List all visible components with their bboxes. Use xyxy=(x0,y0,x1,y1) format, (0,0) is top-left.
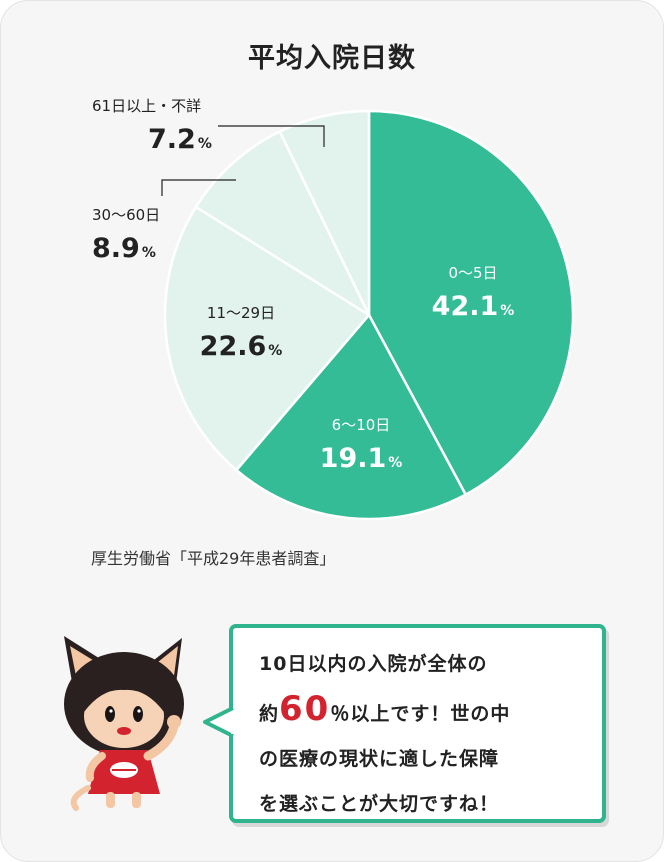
percent-sign: % xyxy=(268,343,283,359)
slice-value: 42.1 xyxy=(431,291,499,322)
face xyxy=(84,684,164,748)
slice-label-11-29: 11～29日 22.6% xyxy=(186,304,296,362)
slice-value: 7.2 xyxy=(148,124,196,155)
bubble-line-1: 10日以内の入院が全体の xyxy=(259,653,488,675)
slice-label-0-5: 0～5日 42.1% xyxy=(418,264,528,322)
slice-value: 22.6 xyxy=(199,331,267,362)
right-eye xyxy=(133,706,143,722)
speech-bubble-tail xyxy=(203,706,235,738)
mouth xyxy=(117,727,131,735)
slice-category: 30～60日 xyxy=(92,206,161,224)
pie-slice-2 xyxy=(163,205,371,472)
bubble-line-2: 約60％以上です！世の中 xyxy=(259,687,589,737)
percent-sign: % xyxy=(197,136,212,152)
percent-sign: % xyxy=(141,245,156,261)
bubble-line-2-post: ％以上です！世の中 xyxy=(330,703,511,725)
callout-line-30 xyxy=(161,179,236,196)
mascot-character xyxy=(64,636,184,811)
slice-label-30-60: 30～60日 8.9% xyxy=(92,206,161,264)
slice-category: 6～10日 xyxy=(331,416,391,434)
slice-category: 11～29日 xyxy=(206,304,276,322)
slice-label-6-10: 6～10日 19.1% xyxy=(306,416,416,474)
percent-sign: % xyxy=(500,303,515,319)
pie-slice-0 xyxy=(367,109,575,496)
percent-sign: % xyxy=(388,455,403,471)
speech-bubble: 10日以内の入院が全体の 約60％以上です！世の中 の医療の現状に適した保障 を… xyxy=(229,624,606,823)
raised-hand xyxy=(167,715,181,729)
bubble-line-3: の医療の現状に適した保障 xyxy=(259,748,500,770)
bubble-text: 10日以内の入院が全体の 約60％以上です！世の中 の医療の現状に適した保障 を… xyxy=(259,642,589,827)
slice-category: 61日以上・不詳 xyxy=(92,97,202,115)
callout-line-61 xyxy=(218,125,325,147)
bubble-line-4: を選ぶことが大切ですね！ xyxy=(259,793,500,815)
slice-label-61-plus: 61日以上・不詳 7.2% xyxy=(92,97,212,155)
highlight-60: 60 xyxy=(279,689,331,729)
source-note: 厚生労働省「平成29年患者調査」 xyxy=(91,549,336,568)
chart-title: 平均入院日数 xyxy=(248,43,416,74)
slice-category: 0～5日 xyxy=(448,264,498,282)
left-eye xyxy=(105,706,115,722)
slice-value: 19.1 xyxy=(319,443,387,474)
pie-slice-4 xyxy=(278,109,371,317)
slice-value: 8.9 xyxy=(92,233,140,264)
pie-slice-3 xyxy=(194,130,371,317)
pie-slice-1 xyxy=(235,313,467,521)
bubble-line-2-pre: 約 xyxy=(259,703,280,725)
